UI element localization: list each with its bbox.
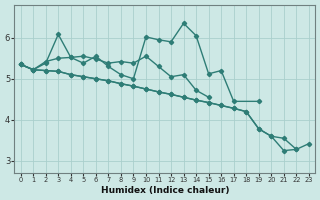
- X-axis label: Humidex (Indice chaleur): Humidex (Indice chaleur): [100, 186, 229, 195]
